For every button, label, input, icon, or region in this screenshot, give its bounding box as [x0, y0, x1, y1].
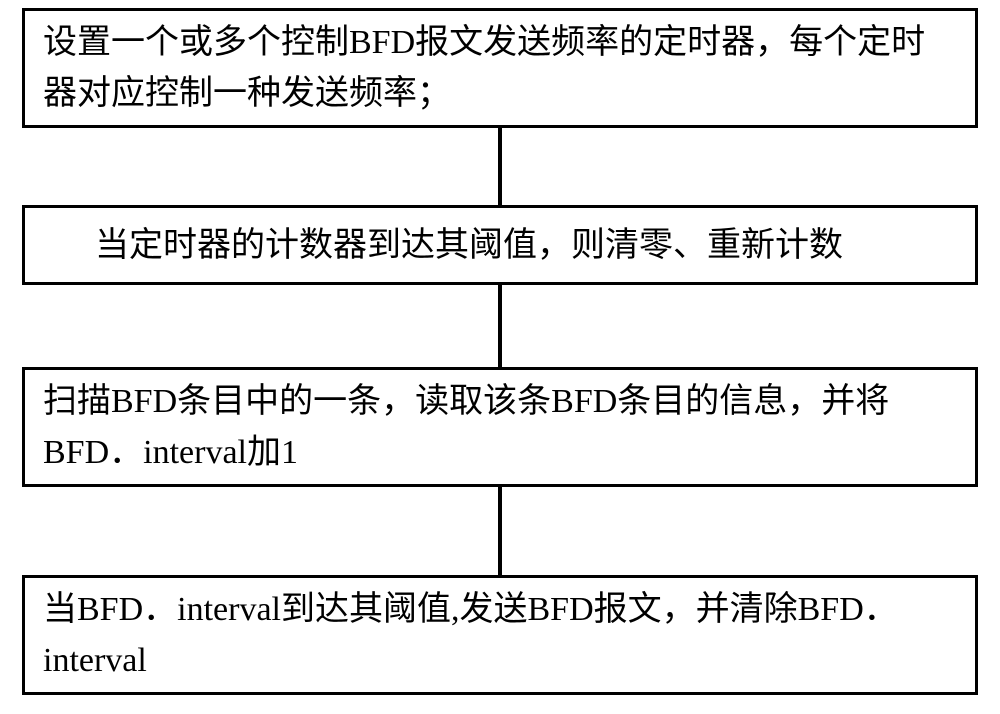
- flow-step-1-text: 设置一个或多个控制BFD报文发送频率的定时器，每个定时器对应控制一种发送频率；: [43, 17, 957, 119]
- connector-1-2: [498, 128, 502, 205]
- flow-step-3: 扫描BFD条目中的一条，读取该条BFD条目的信息，并将BFD．interval加…: [22, 367, 978, 487]
- flow-step-2: 当定时器的计数器到达其阈值，则清零、重新计数: [22, 205, 978, 285]
- flow-step-3-text: 扫描BFD条目中的一条，读取该条BFD条目的信息，并将BFD．interval加…: [43, 376, 957, 478]
- flow-step-4-text: 当BFD．interval到达其阈值,发送BFD报文，并清除BFD．interv…: [43, 584, 957, 686]
- connector-2-3: [498, 285, 502, 367]
- flow-step-2-text: 当定时器的计数器到达其阈值，则清零、重新计数: [95, 220, 957, 271]
- connector-3-4: [498, 487, 502, 575]
- flow-step-4: 当BFD．interval到达其阈值,发送BFD报文，并清除BFD．interv…: [22, 575, 978, 695]
- flowchart-container: 设置一个或多个控制BFD报文发送频率的定时器，每个定时器对应控制一种发送频率； …: [0, 0, 1000, 714]
- flow-step-1: 设置一个或多个控制BFD报文发送频率的定时器，每个定时器对应控制一种发送频率；: [22, 8, 978, 128]
